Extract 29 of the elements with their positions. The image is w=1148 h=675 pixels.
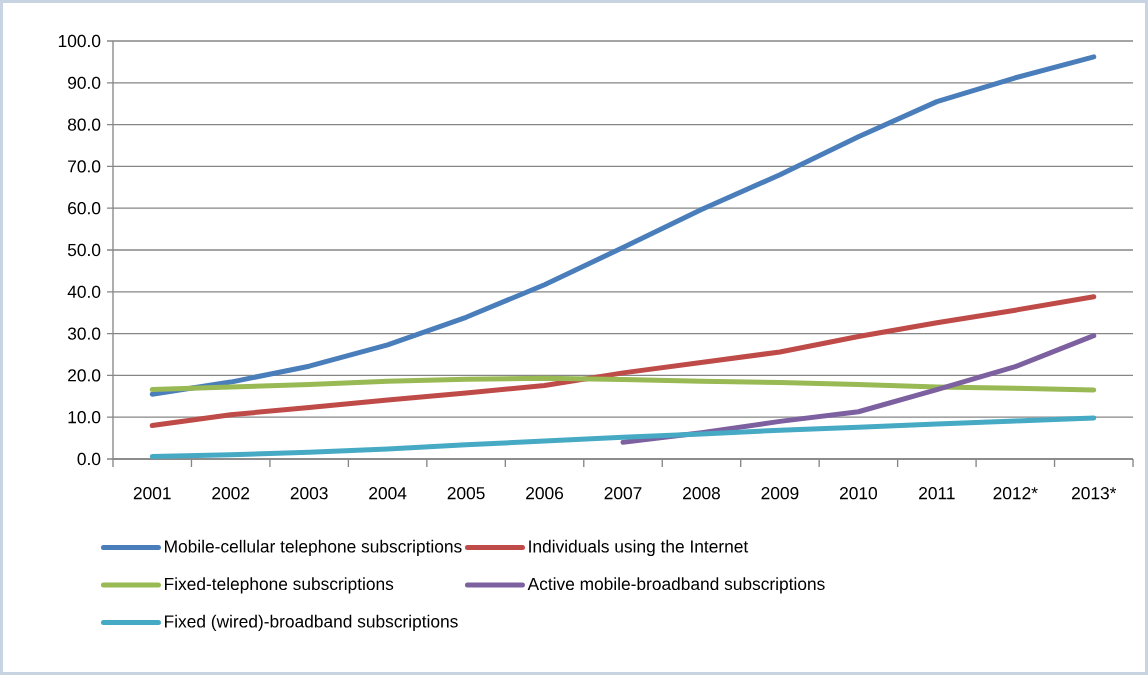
legend-label: Fixed-telephone subscriptions [165,577,394,594]
y-tick-label: 90.0 [68,76,101,89]
y-tick-label: 60.0 [68,202,101,215]
legend-label: Mobile-cellular telephone subscriptions [165,539,462,556]
y-tick-label: 0.0 [77,452,101,466]
y-tick-label: 70.0 [68,160,101,173]
x-tick-label: 2008 [683,487,720,500]
x-tick-label: 2001 [133,487,171,500]
legend-label: Fixed (wired)-broadband subscriptions [165,614,458,631]
y-tick-label: 100.0 [58,34,101,48]
x-tick-label: 2004 [369,487,407,500]
x-tick-label: 2005 [447,487,485,500]
y-tick-label: 40.0 [67,285,101,298]
x-tick-label: 2007 [604,487,642,500]
x-tick-label: 2009 [761,487,799,500]
x-tick-label: 2013* [1072,487,1117,500]
x-tick-label: 2003 [290,487,328,500]
x-tick-label: 2006 [526,487,564,500]
legend-label: Active mobile-broadband subscriptions [527,577,825,594]
y-tick-label: 20.0 [68,369,101,382]
x-tick-label: 2010 [839,487,877,500]
x-tick-label: 2002 [212,487,250,500]
y-tick-label: 50.0 [67,243,101,257]
y-tick-label: 80.0 [67,118,101,131]
x-tick-label: 2012* [993,487,1038,500]
legend-label: Individuals using the Internet [529,539,749,556]
y-tick-label: 30.0 [67,327,101,340]
x-tick-label: 2011 [919,487,955,500]
y-tick-label: 10.0 [68,411,101,424]
